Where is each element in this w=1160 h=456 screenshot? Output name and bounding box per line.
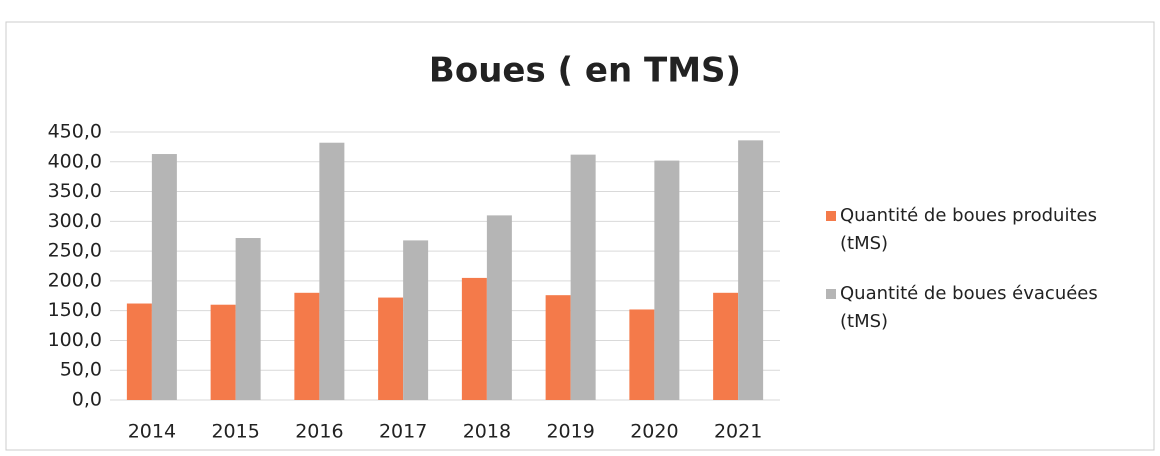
- bar: [545, 295, 571, 400]
- y-tick-label: 0,0: [72, 389, 102, 411]
- x-tick-label: 2014: [128, 421, 176, 443]
- bar: [210, 304, 236, 400]
- x-tick-label: 2018: [463, 421, 511, 443]
- y-tick-label: 100,0: [48, 329, 102, 351]
- y-tick-label: 250,0: [48, 240, 102, 262]
- bar: [461, 277, 487, 400]
- bar: [378, 297, 404, 400]
- x-tick-label: 2021: [714, 421, 762, 443]
- bar: [713, 292, 739, 400]
- y-tick-label: 200,0: [48, 269, 102, 291]
- bar: [319, 142, 345, 400]
- bar: [486, 215, 512, 400]
- bar: [738, 140, 764, 401]
- legend-swatch: [826, 289, 836, 299]
- x-tick-label: 2020: [630, 421, 678, 443]
- bar: [403, 240, 429, 400]
- y-tick-label: 150,0: [48, 299, 102, 321]
- legend-entry: Quantité de boues produites (tMS): [826, 202, 1150, 258]
- bar: [654, 160, 680, 400]
- y-tick-label: 350,0: [48, 180, 102, 202]
- y-tick-label: 450,0: [48, 121, 102, 143]
- chart-title: Boues ( en TMS): [429, 51, 741, 91]
- x-tick-label: 2015: [211, 421, 259, 443]
- x-tick-label: 2016: [295, 421, 343, 443]
- bar: [629, 309, 655, 400]
- bar: [151, 154, 177, 400]
- y-tick-label: 400,0: [48, 150, 102, 172]
- y-tick-label: 50,0: [60, 359, 102, 381]
- legend-label: Quantité de boues évacuées (tMS): [840, 283, 1098, 332]
- legend-entry: Quantité de boues évacuées (tMS): [826, 280, 1150, 336]
- bar: [235, 238, 261, 400]
- x-tick-label: 2019: [546, 421, 594, 443]
- bar: [126, 303, 152, 400]
- x-tick-label: 2017: [379, 421, 427, 443]
- legend-label: Quantité de boues produites (tMS): [840, 205, 1097, 254]
- bar: [570, 154, 596, 400]
- bar: [294, 292, 320, 400]
- y-tick-label: 300,0: [48, 210, 102, 232]
- legend-swatch: [826, 211, 836, 221]
